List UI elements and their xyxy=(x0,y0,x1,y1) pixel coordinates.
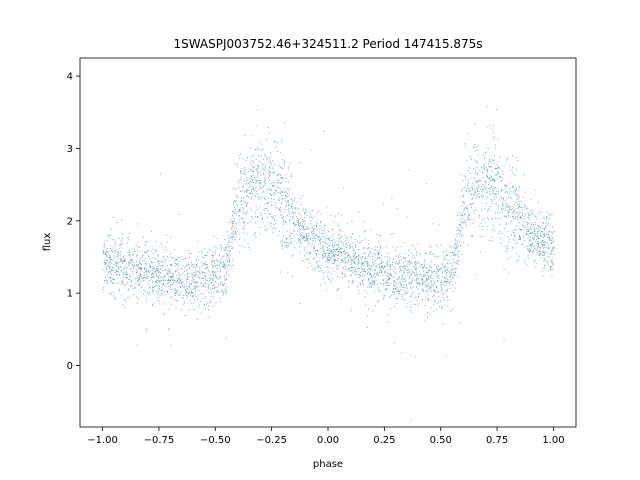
plot-frame xyxy=(79,57,577,428)
y-tick-label: 0 xyxy=(67,361,73,372)
x-tick-label: 1.00 xyxy=(542,435,564,446)
x-axis-ticks: −1.00 −0.75 −0.50 −0.25 0.00 0.25 0.50 0.75 1.00 xyxy=(87,427,565,446)
x-axis-label: phase xyxy=(313,459,343,470)
x-tick-label: −0.50 xyxy=(200,435,231,446)
x-tick-label: 0.00 xyxy=(317,435,339,446)
x-tick-label: 0.75 xyxy=(486,435,508,446)
x-tick-label: 0.50 xyxy=(430,435,452,446)
scatter-point-cloud xyxy=(102,106,555,422)
y-axis-label: flux xyxy=(42,233,53,252)
y-tick-label: 3 xyxy=(67,144,73,155)
x-tick-label: −1.00 xyxy=(87,435,118,446)
y-tick-label: 4 xyxy=(67,72,73,83)
x-tick-label: −0.25 xyxy=(256,435,287,446)
x-tick-label: −0.75 xyxy=(144,435,175,446)
chart-title: 1SWASPJ003752.46+324511.2 Period 147415.… xyxy=(173,37,482,51)
x-tick-label: 0.25 xyxy=(373,435,395,446)
y-tick-label: 2 xyxy=(67,216,73,227)
scatter-points xyxy=(102,106,555,422)
y-tick-label: 1 xyxy=(67,289,73,300)
y-axis-ticks: 0 1 2 3 4 xyxy=(67,72,80,372)
